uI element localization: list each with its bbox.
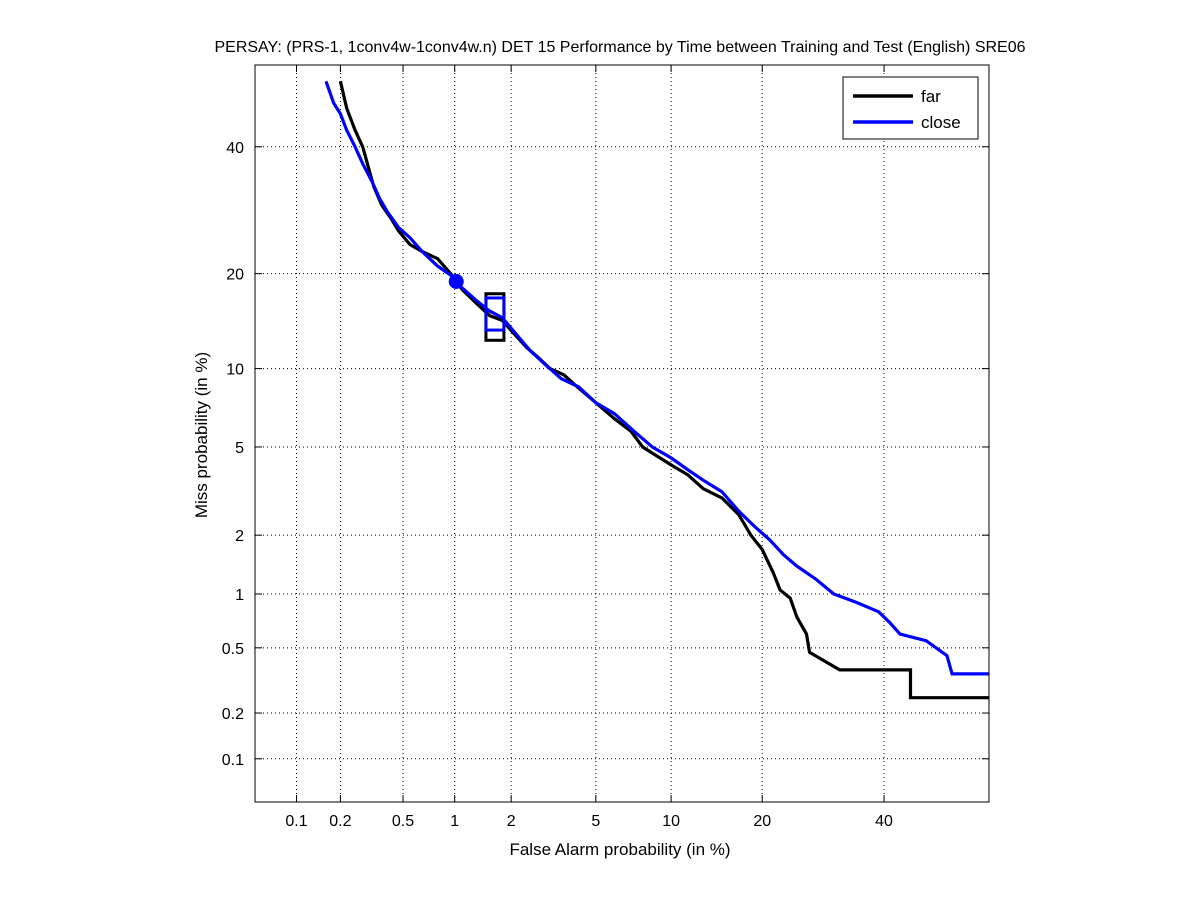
x-tick-label: 40: [875, 813, 893, 830]
x-tick-label: 10: [662, 813, 680, 830]
y-axis-label: Miss probability (in %): [192, 352, 211, 518]
series-line-close: [324, 80, 989, 676]
y-tick-label: 0.2: [222, 706, 244, 723]
legend-label-far: far: [921, 87, 941, 106]
x-axis-label: False Alarm probability (in %): [509, 840, 730, 859]
y-tick-label: 1: [235, 587, 244, 604]
x-tick-label: 5: [591, 813, 600, 830]
legend: far close: [842, 76, 979, 140]
x-tick-label: 0.1: [285, 813, 307, 830]
y-tick-label: 0.5: [222, 641, 244, 658]
x-tick-label: 0.5: [392, 813, 414, 830]
grid: [255, 65, 989, 802]
x-tick-label: 0.2: [329, 813, 351, 830]
confidence-box-close: [484, 296, 506, 332]
series-line-far: [338, 80, 989, 700]
legend-box: [842, 76, 979, 140]
operating-point-close: [448, 274, 464, 290]
y-tick-label: 5: [235, 440, 244, 457]
plot-series: [324, 80, 989, 700]
y-axis-ticks: 0.1 0.2 0.5 1 2 5 10 20 40: [222, 140, 989, 769]
y-tick-label: 10: [226, 362, 244, 379]
x-tick-label: 2: [507, 813, 516, 830]
x-tick-label: 1: [450, 813, 459, 830]
axes-frame: [254, 64, 990, 803]
legend-label-close: close: [921, 113, 961, 132]
y-tick-label: 0.1: [222, 752, 244, 769]
x-axis-ticks: 0.1 0.2 0.5 1 2 5 10 20 40: [285, 65, 893, 830]
plot-markers: [448, 274, 506, 342]
x-tick-label: 20: [753, 813, 771, 830]
y-tick-label: 20: [226, 267, 244, 284]
y-tick-label: 2: [235, 528, 244, 545]
y-tick-label: 40: [226, 140, 244, 157]
chart-title: PERSAY: (PRS-1, 1conv4w-1conv4w.n) DET 1…: [214, 39, 1025, 56]
